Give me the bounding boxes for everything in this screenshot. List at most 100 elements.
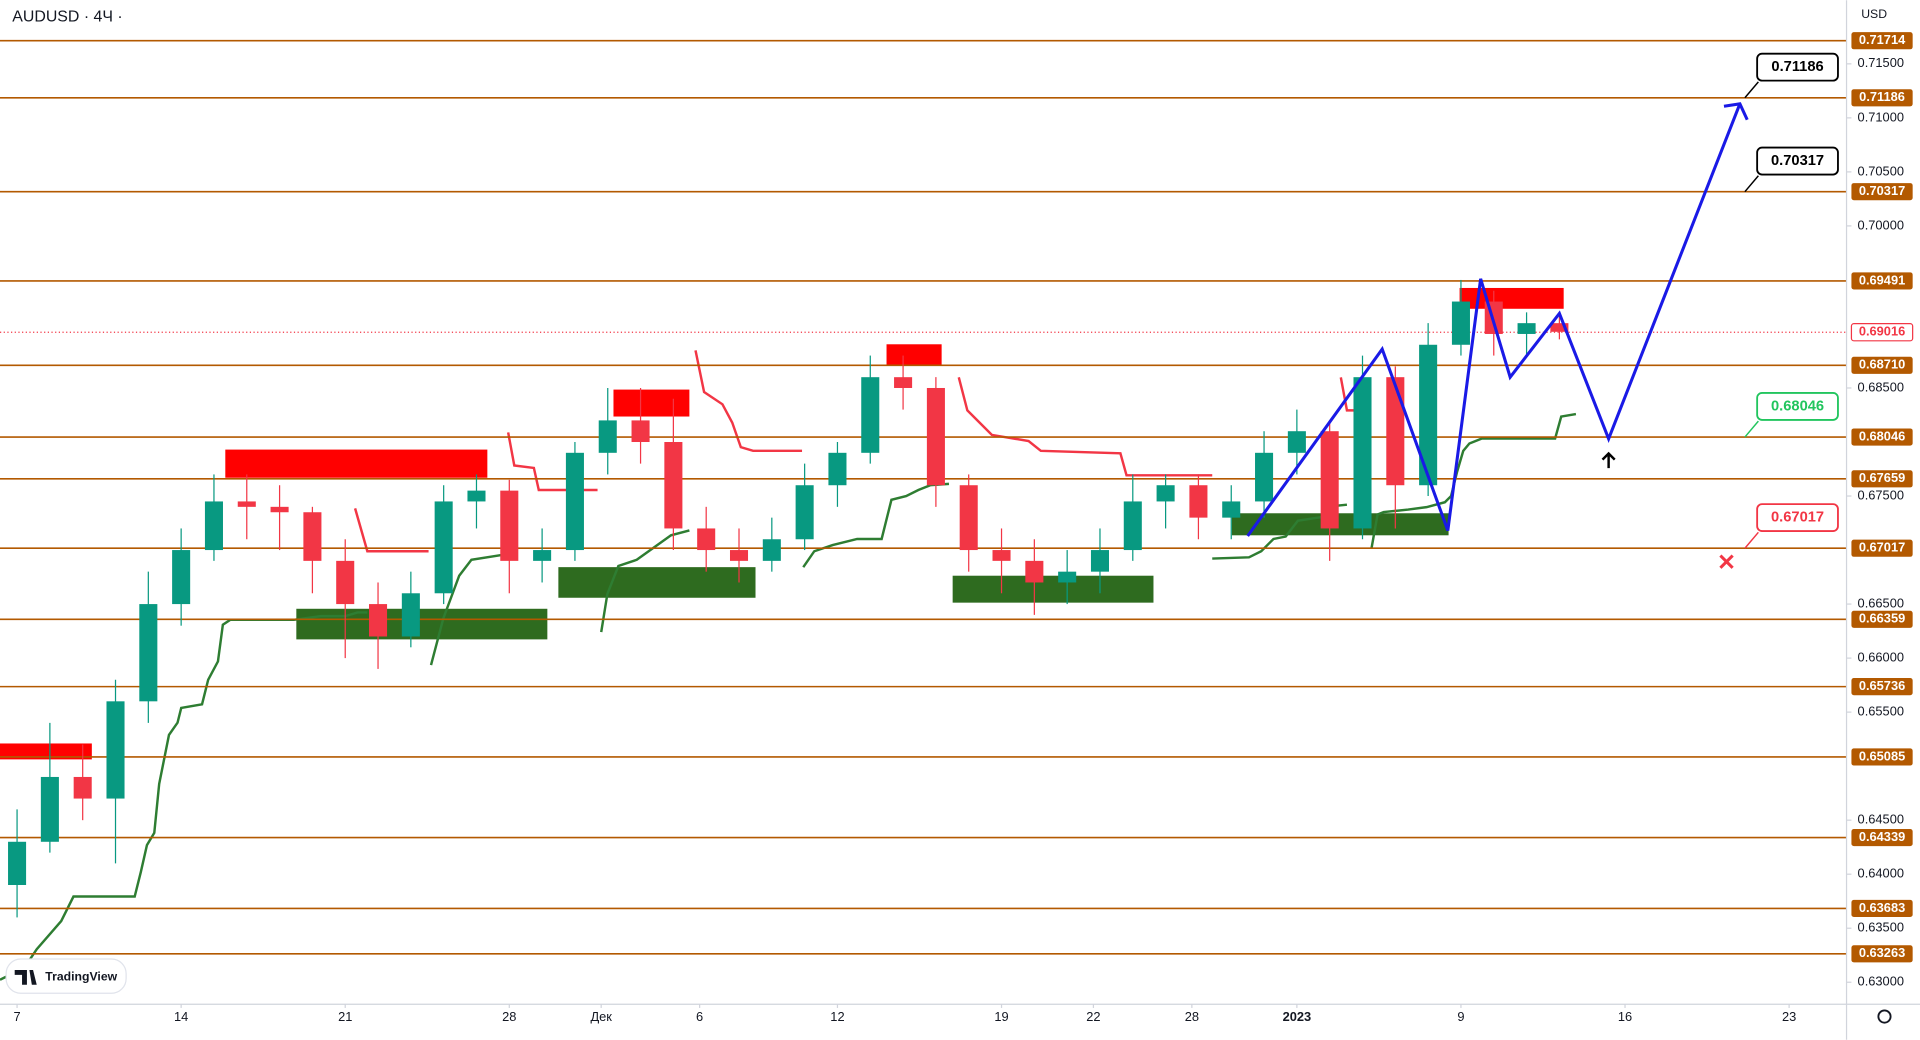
candle-body — [1025, 560, 1044, 583]
y-tick-label: 0.67500 — [1858, 487, 1904, 502]
x-tick-label: 19 — [994, 1009, 1008, 1024]
callout-label: 0.71186 — [1771, 59, 1823, 75]
candle-body — [1123, 501, 1142, 551]
y-tick-label: 0.71000 — [1858, 109, 1904, 124]
candle-body — [1156, 485, 1175, 502]
candle-body — [500, 490, 519, 561]
level-label: 0.68046 — [1859, 428, 1905, 443]
trend-up — [429, 553, 503, 666]
level-label: 0.65085 — [1859, 748, 1905, 763]
x-tick-label: 2023 — [1283, 1009, 1312, 1024]
candle-body — [1058, 571, 1077, 583]
currency[interactable]: USD — [1861, 7, 1887, 21]
buy-arrow — [1601, 451, 1616, 469]
y-tick-label: 0.71500 — [1858, 55, 1904, 70]
candle-body — [894, 377, 913, 388]
candle-body — [1090, 550, 1110, 572]
level-label-box — [1851, 272, 1913, 290]
candle-body — [204, 501, 223, 551]
x-tick-label: 28 — [1185, 1009, 1199, 1024]
level-label: 0.66359 — [1859, 611, 1905, 626]
level-label: 0.70317 — [1859, 183, 1905, 198]
settings-icon[interactable] — [1877, 1009, 1892, 1024]
level-label-box — [1851, 748, 1913, 766]
candle-body — [959, 485, 978, 551]
trend-down — [506, 432, 598, 492]
level-label: 0.65736 — [1859, 678, 1905, 693]
candle-body — [434, 501, 453, 594]
level-label-box — [1851, 428, 1913, 446]
supply-zone — [1459, 287, 1564, 309]
y-tick-label: 0.68500 — [1858, 379, 1904, 394]
level-label-box — [1851, 945, 1913, 963]
candle-body — [303, 512, 322, 561]
gear[interactable] — [1877, 1009, 1892, 1024]
callout-label: 0.67017 — [1771, 509, 1824, 525]
candle-body — [1255, 452, 1274, 502]
candle-body — [1419, 344, 1438, 486]
logo-text: TradingView — [45, 970, 117, 984]
x-tick-label: 14 — [174, 1009, 188, 1024]
candle-body — [467, 490, 486, 502]
candle-body — [172, 550, 191, 605]
level-label-box — [1851, 610, 1913, 628]
y-tick-label: 0.66000 — [1858, 649, 1904, 664]
level-label: 0.71186 — [1859, 89, 1905, 104]
candle-body — [861, 377, 880, 453]
y-tick-label: 0.65500 — [1858, 704, 1904, 719]
level-label: 0.71714 — [1859, 32, 1906, 47]
current-price-label: 0.69016 — [1859, 324, 1905, 339]
x-tick-label: 23 — [1782, 1009, 1796, 1024]
axes: 0.71500 0.71000 0.70500 0.70000 0.68500 0.675… — [13, 32, 1914, 1024]
candle-body — [926, 387, 945, 486]
candle-body — [106, 701, 125, 799]
x-tick-label: 22 — [1086, 1009, 1100, 1024]
candle-body — [533, 550, 552, 561]
y-tick-label: 0.64500 — [1858, 812, 1904, 827]
candle-body — [1517, 323, 1536, 334]
x-tick-label: 12 — [830, 1009, 844, 1024]
callout-box — [1756, 52, 1839, 82]
demand-zone — [952, 575, 1154, 603]
trend-down — [353, 508, 429, 553]
candle-body — [8, 841, 27, 886]
candle-body — [237, 501, 256, 507]
supply-zone — [613, 389, 690, 417]
x-tick-label: 21 — [338, 1009, 352, 1024]
x-tick-label: 6 — [696, 1009, 703, 1024]
levels — [0, 39, 1847, 955]
candle-body — [73, 776, 92, 799]
level-label-box — [1851, 183, 1913, 201]
y-tick-label: 0.66500 — [1858, 595, 1904, 610]
callout-pointer — [1744, 175, 1759, 193]
projection-arrowhead — [1723, 102, 1749, 121]
level-label-box — [1851, 539, 1913, 557]
x-tick-label: 16 — [1618, 1009, 1632, 1024]
candle-body — [697, 528, 716, 551]
level-label-box — [1851, 828, 1913, 847]
candle-body — [336, 560, 355, 605]
candle-body — [401, 593, 420, 637]
candle-body — [139, 604, 158, 702]
level-label: 0.63683 — [1859, 900, 1905, 915]
callout-box — [1756, 146, 1839, 176]
level-label: 0.68710 — [1859, 357, 1905, 372]
demand-zone — [296, 608, 548, 640]
level-label: 0.67659 — [1859, 470, 1905, 485]
candle-body — [1189, 485, 1208, 518]
y-tick-label: 0.70000 — [1858, 217, 1904, 232]
callout-box — [1756, 392, 1839, 421]
x-tick-label: 7 — [13, 1009, 20, 1024]
logo-icon — [14, 970, 37, 985]
demand-zone — [558, 567, 756, 598]
candle-body — [270, 506, 289, 513]
level-label-box — [1851, 470, 1913, 488]
candle-body — [369, 604, 388, 637]
supply-zone — [0, 743, 92, 760]
y-tick-label: 0.70500 — [1858, 163, 1904, 178]
level-label-box — [1851, 32, 1913, 50]
level-label: 0.64339 — [1859, 829, 1905, 844]
callout-pointer — [1744, 531, 1759, 549]
candle-body — [1320, 431, 1339, 529]
